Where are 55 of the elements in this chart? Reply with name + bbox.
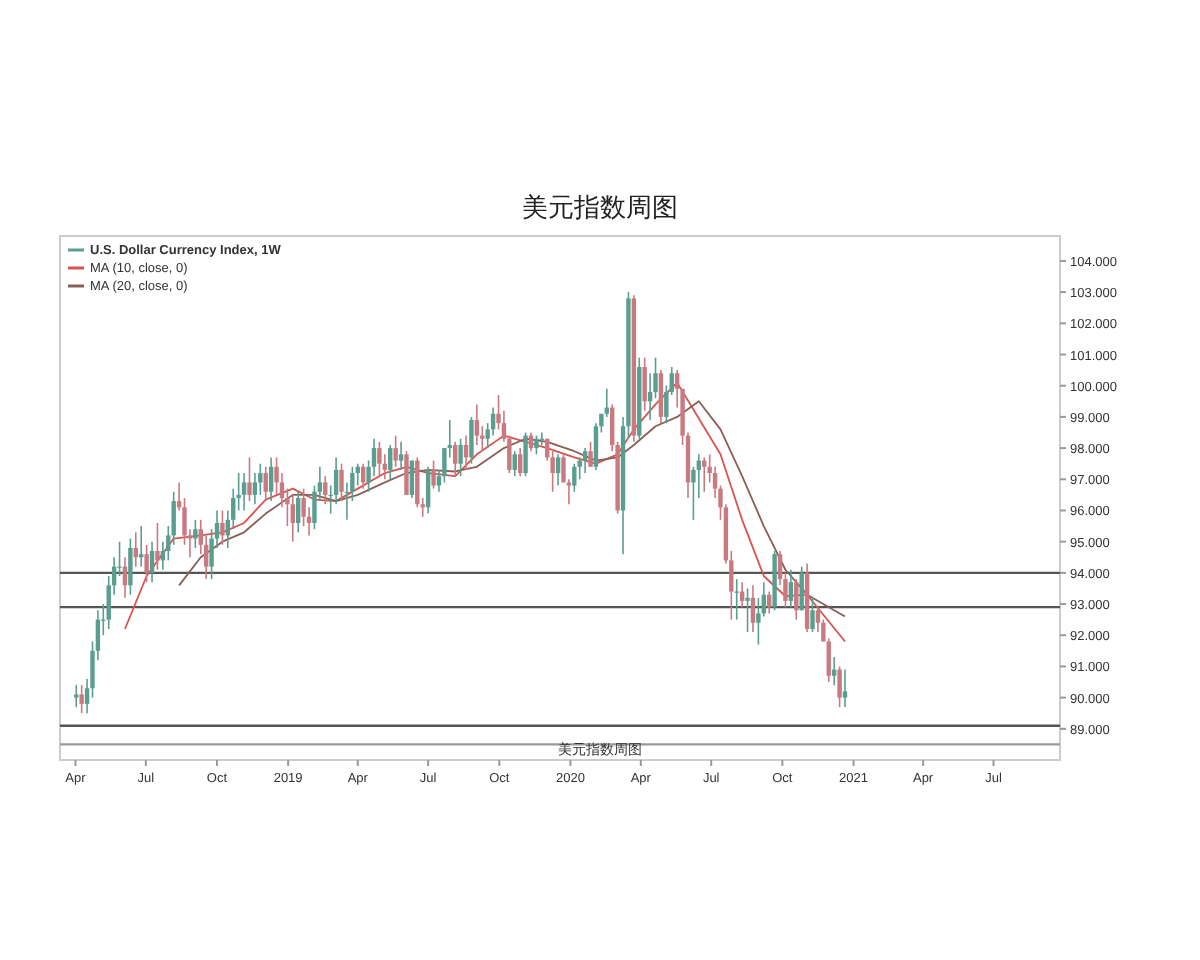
candlestick bbox=[593, 422, 599, 471]
candlestick bbox=[290, 494, 295, 543]
candlestick bbox=[79, 684, 84, 715]
candlestick bbox=[193, 519, 198, 549]
candlestick bbox=[388, 444, 393, 481]
candlestick bbox=[642, 356, 647, 412]
candlestick bbox=[458, 437, 463, 477]
candlestick bbox=[149, 540, 155, 584]
candlestick bbox=[263, 466, 268, 502]
candlestick bbox=[339, 462, 344, 502]
candlestick bbox=[842, 668, 848, 708]
candlestick bbox=[750, 584, 756, 633]
candlestick bbox=[582, 447, 588, 474]
candlestick bbox=[117, 540, 122, 577]
candlestick bbox=[258, 462, 263, 496]
candlestick bbox=[517, 447, 523, 477]
candlestick bbox=[296, 490, 301, 534]
candlestick bbox=[252, 472, 258, 506]
candlestick bbox=[815, 606, 821, 633]
candlestick bbox=[555, 453, 561, 487]
candlestick bbox=[398, 441, 404, 471]
candlestick bbox=[393, 434, 398, 468]
candlestick bbox=[128, 537, 133, 596]
candlestick bbox=[409, 459, 415, 499]
candlestick bbox=[144, 543, 149, 584]
candlestick bbox=[837, 665, 842, 708]
candlestick bbox=[377, 441, 382, 477]
line-series bbox=[178, 400, 846, 618]
candlestick bbox=[431, 459, 436, 490]
candlestick bbox=[268, 456, 274, 502]
candlestick bbox=[415, 456, 420, 509]
candlestick bbox=[788, 568, 794, 608]
candlestick bbox=[588, 441, 593, 468]
candlestick bbox=[425, 466, 431, 515]
candlestick bbox=[404, 450, 409, 496]
candlestick bbox=[474, 403, 480, 446]
candlestick bbox=[794, 578, 799, 621]
candlestick bbox=[745, 587, 750, 633]
candlestick bbox=[333, 456, 339, 506]
candlestick bbox=[220, 509, 225, 546]
candlestick bbox=[155, 522, 160, 571]
candlestick bbox=[658, 369, 664, 424]
candlestick bbox=[241, 472, 247, 512]
candlestick bbox=[572, 462, 577, 493]
candlestick bbox=[247, 456, 252, 502]
candlestick bbox=[453, 441, 458, 477]
candlestick bbox=[810, 597, 815, 633]
candlestick bbox=[512, 450, 517, 477]
chart-title: 美元指数周图 bbox=[522, 192, 678, 222]
candlestick bbox=[799, 565, 804, 612]
candlestick bbox=[469, 416, 474, 465]
candlestick bbox=[323, 475, 328, 506]
candlestick bbox=[523, 431, 528, 477]
candlestick bbox=[534, 434, 539, 456]
candlestick bbox=[301, 487, 306, 527]
